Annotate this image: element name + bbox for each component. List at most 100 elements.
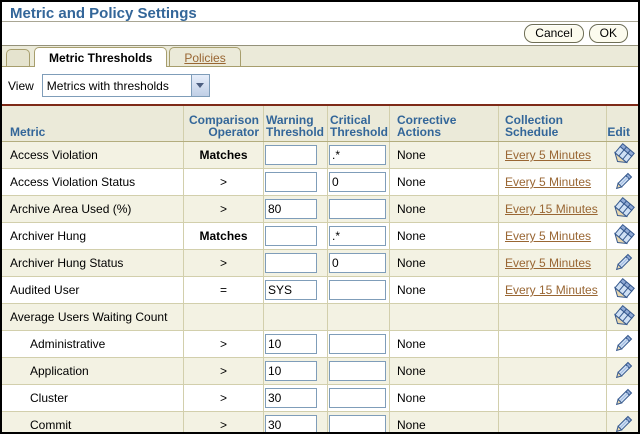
corrective-actions-value: None — [390, 277, 499, 303]
metric-name: Commit — [30, 418, 72, 432]
comparison-operator-value: > — [184, 358, 264, 384]
comparison-operator-value: > — [184, 331, 264, 357]
comparison-operator-value: > — [184, 169, 264, 195]
table-row: Administrative > None — [2, 331, 638, 358]
table-row: Average Users Waiting Count — [2, 304, 638, 331]
table-row: Commit > None — [2, 412, 638, 432]
comparison-operator-value — [184, 304, 264, 330]
table-row: Application > None — [2, 358, 638, 385]
critical-threshold-input[interactable] — [329, 253, 386, 273]
warning-threshold-input[interactable] — [265, 172, 317, 192]
corrective-actions-value: None — [390, 358, 499, 384]
multi-pencil-icon[interactable] — [611, 142, 635, 166]
table-row: Archiver Hung Status > None Every 5 Minu… — [2, 250, 638, 277]
cancel-button[interactable]: Cancel — [524, 24, 584, 43]
table-header-row: Metric Comparison Operator Warning Thres… — [2, 106, 638, 142]
warning-threshold-input[interactable] — [265, 388, 317, 408]
pencil-icon[interactable] — [613, 415, 633, 432]
corrective-actions-value: None — [390, 169, 499, 195]
table-row: Audited User = None Every 15 Minutes — [2, 277, 638, 304]
critical-threshold-input[interactable] — [329, 280, 386, 300]
col-header-warning-threshold: Warning Threshold — [264, 106, 328, 141]
warning-threshold-input[interactable] — [265, 280, 317, 300]
corrective-actions-value: None — [390, 142, 499, 168]
metric-name: Access Violation — [10, 148, 98, 162]
critical-threshold-input[interactable] — [329, 334, 386, 354]
collection-schedule-link[interactable]: Every 5 Minutes — [505, 229, 592, 243]
page-title: Metric and Policy Settings — [10, 5, 197, 22]
warning-threshold-input[interactable] — [265, 199, 317, 219]
table-row: Access Violation Matches None Every 5 Mi… — [2, 142, 638, 169]
metric-name: Average Users Waiting Count — [10, 310, 168, 324]
tab-policies-label: Policies — [184, 51, 226, 65]
comparison-operator-value: Matches — [184, 142, 264, 168]
multi-pencil-icon[interactable] — [611, 304, 635, 328]
multi-pencil-icon[interactable] — [611, 223, 635, 247]
metric-name: Administrative — [30, 337, 106, 351]
comparison-operator-value: = — [184, 277, 264, 303]
col-header-collection-schedule: Collection Schedule — [499, 106, 607, 141]
corrective-actions-value: None — [390, 223, 499, 249]
col-header-metric: Metric — [2, 106, 184, 141]
table-row: Cluster > None — [2, 385, 638, 412]
table-row: Archive Area Used (%) > None Every 15 Mi… — [2, 196, 638, 223]
corrective-actions-value: None — [390, 385, 499, 411]
multi-pencil-icon[interactable] — [611, 196, 635, 220]
metric-name: Archiver Hung Status — [10, 256, 124, 270]
pencil-icon[interactable] — [613, 172, 633, 192]
warning-threshold-input[interactable] — [265, 361, 317, 381]
table-body: Access Violation Matches None Every 5 Mi… — [2, 142, 638, 432]
critical-threshold-input[interactable] — [329, 199, 386, 219]
pencil-icon[interactable] — [613, 388, 633, 408]
collection-schedule-link[interactable]: Every 15 Minutes — [505, 202, 598, 216]
metric-name: Application — [30, 364, 89, 378]
ok-button[interactable]: OK — [588, 24, 628, 43]
comparison-operator-value: > — [184, 250, 264, 276]
pencil-icon[interactable] — [613, 253, 633, 273]
metric-name: Archiver Hung — [10, 229, 87, 243]
col-header-edit: Edit — [607, 125, 630, 139]
col-header-comparison-operator: Comparison Operator — [184, 106, 264, 141]
title-bar: Metric and Policy Settings — [2, 2, 638, 22]
comparison-operator-value: > — [184, 412, 264, 432]
metric-name: Cluster — [30, 391, 69, 405]
tab-metric-thresholds-label: Metric Thresholds — [49, 51, 153, 65]
critical-threshold-input[interactable] — [329, 415, 386, 432]
warning-threshold-input[interactable] — [265, 334, 317, 354]
tab-metric-thresholds[interactable]: Metric Thresholds — [34, 47, 168, 67]
warning-threshold-input[interactable] — [265, 415, 317, 432]
warning-threshold-input[interactable] — [265, 253, 317, 273]
metric-name: Archive Area Used (%) — [10, 202, 132, 216]
tab-policies[interactable]: Policies — [169, 47, 241, 66]
view-dropdown[interactable]: Metrics with thresholds — [41, 74, 210, 97]
critical-threshold-input[interactable] — [329, 388, 386, 408]
comparison-operator-value: Matches — [184, 223, 264, 249]
critical-threshold-input[interactable] — [329, 361, 386, 381]
corrective-actions-value: None — [390, 331, 499, 357]
collection-schedule-link[interactable]: Every 5 Minutes — [505, 175, 592, 189]
col-header-critical-threshold: Critical Threshold — [328, 106, 390, 141]
corrective-actions-value — [390, 304, 499, 330]
pencil-icon[interactable] — [613, 334, 633, 354]
multi-pencil-icon[interactable] — [611, 277, 635, 301]
collection-schedule-link[interactable]: Every 15 Minutes — [505, 283, 598, 297]
critical-threshold-input[interactable] — [329, 226, 386, 246]
collection-schedule-link[interactable]: Every 5 Minutes — [505, 148, 592, 162]
action-button-row: Cancel OK — [2, 22, 638, 45]
view-dropdown-value: Metrics with thresholds — [46, 78, 169, 93]
view-dropdown-button[interactable] — [190, 75, 209, 96]
critical-threshold-input[interactable] — [329, 172, 386, 192]
collection-schedule-link[interactable]: Every 5 Minutes — [505, 256, 592, 270]
table-row: Archiver Hung Matches None Every 5 Minut… — [2, 223, 638, 250]
warning-threshold-input[interactable] — [265, 226, 317, 246]
metric-thresholds-table: Metric Comparison Operator Warning Thres… — [2, 106, 638, 432]
comparison-operator-value: > — [184, 385, 264, 411]
table-top-rule — [2, 104, 638, 106]
pencil-icon[interactable] — [613, 361, 633, 381]
corrective-actions-value: None — [390, 412, 499, 432]
table-row: Access Violation Status > None Every 5 M… — [2, 169, 638, 196]
warning-threshold-input[interactable] — [265, 145, 317, 165]
critical-threshold-input[interactable] — [329, 145, 386, 165]
tab-bar-stub — [6, 49, 30, 66]
